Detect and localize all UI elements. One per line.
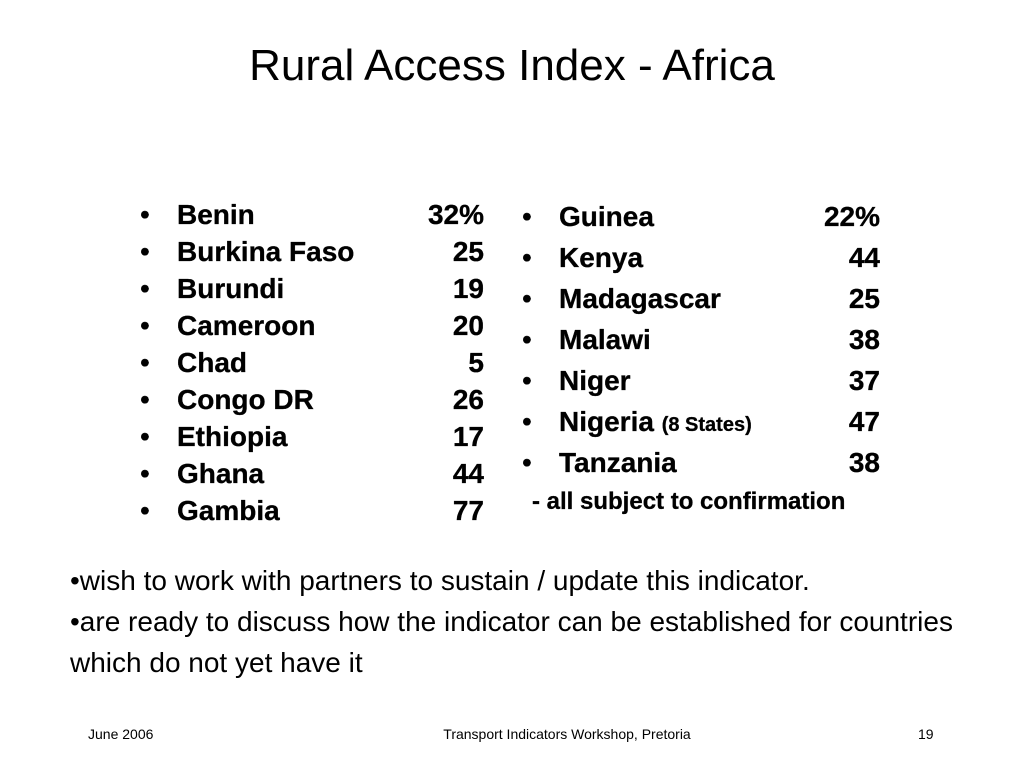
country-name: Ethiopia	[177, 421, 288, 452]
country-name: Malawi	[559, 324, 651, 355]
bullet: •	[522, 201, 532, 232]
country-name: Cameroon	[177, 310, 316, 341]
country-value: 22%	[823, 201, 880, 232]
notes: •wish to work with partners to sustain /…	[70, 560, 1010, 683]
country-value: 77	[452, 495, 484, 526]
bullet: •	[140, 310, 150, 341]
confirmation-note: - all subject to confirmation	[532, 488, 846, 515]
bullet: •	[522, 242, 532, 273]
bullet: •	[140, 199, 150, 230]
country-name: Guinea	[559, 201, 654, 232]
country-value: 32%	[427, 199, 484, 230]
country-name: Congo DR	[177, 384, 314, 415]
country-value: 44	[452, 458, 484, 489]
country-value: 47	[848, 406, 880, 437]
country-name: Kenya	[559, 242, 644, 273]
country-value: 25	[848, 283, 880, 314]
bullet: •	[522, 283, 532, 314]
country-name: Burundi	[177, 273, 285, 304]
footer-page-number: 19	[918, 726, 934, 742]
states-note: (8 States)	[661, 414, 752, 436]
country-name: Benin	[177, 199, 255, 230]
country-name: Tanzania	[559, 447, 677, 478]
bullet: •	[140, 236, 150, 267]
country-value: 37	[848, 365, 880, 396]
bullet: •	[140, 347, 150, 378]
bullet: •	[522, 406, 532, 437]
bullet: •	[140, 421, 150, 452]
bullet: •	[522, 447, 532, 478]
slide-title: Rural Access Index - Africa	[249, 41, 775, 90]
country-name: Burkina Faso	[177, 236, 355, 267]
country-name: Ghana	[177, 458, 265, 489]
footer-event: Transport Indicators Workshop, Pretoria	[443, 726, 691, 742]
bullet: •	[522, 365, 532, 396]
country-value: 38	[848, 324, 880, 355]
country-name: Chad	[177, 347, 247, 378]
country-value: 20	[452, 310, 484, 341]
bullet: •	[140, 273, 150, 304]
bullet: •	[140, 384, 150, 415]
country-value: 25	[452, 236, 484, 267]
footer-date: June 2006	[88, 726, 154, 742]
country-name: Gambia	[177, 495, 280, 526]
country-value: 44	[848, 242, 880, 273]
country-name: Nigeria	[559, 406, 654, 437]
country-name: Madagascar	[559, 283, 721, 314]
country-value: 19	[452, 273, 484, 304]
country-value: 38	[848, 447, 880, 478]
country-name-with-note: Nigeria (8 States)	[559, 401, 752, 446]
bullet: •	[140, 458, 150, 489]
country-value: 26	[452, 384, 484, 415]
country-value: 5	[468, 347, 484, 378]
country-name: Niger	[559, 365, 631, 396]
note-line: •are ready to discuss how the indicator …	[70, 606, 953, 678]
bullet: •	[522, 324, 532, 355]
note-line: •wish to work with partners to sustain /…	[70, 565, 810, 596]
country-value: 17	[452, 421, 484, 452]
bullet: •	[140, 495, 150, 526]
